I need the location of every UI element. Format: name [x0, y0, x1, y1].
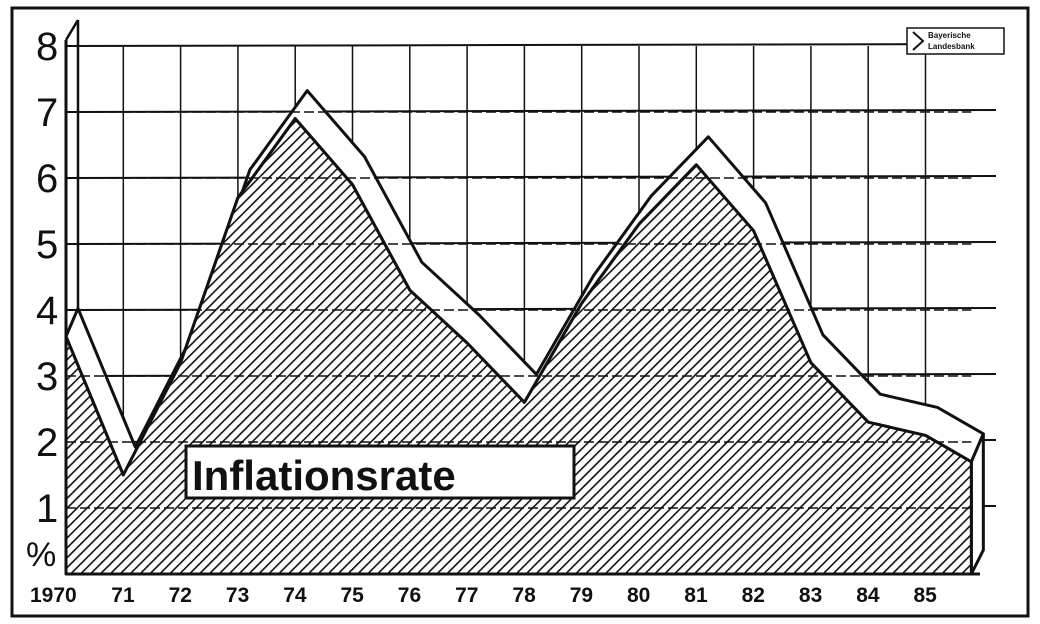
x-tick-label: 1970: [30, 584, 77, 607]
bank-logo-line2: Landesbank: [928, 42, 975, 51]
bank-logo: Bayerische Landesbank: [906, 27, 1005, 55]
y-tick-label: 2: [36, 421, 58, 465]
x-tick-label: 75: [341, 584, 365, 607]
area-side-face: [969, 433, 985, 575]
y-tick-label: 8: [36, 25, 58, 69]
y-tick-label: 6: [36, 157, 58, 201]
x-tick-label: 83: [799, 584, 822, 607]
x-tick-label: 81: [684, 584, 708, 607]
x-tick-label: 76: [398, 584, 421, 607]
chart-title: Inflationsrate: [192, 452, 456, 499]
y-tick-label: 5: [36, 223, 58, 267]
y-tick-label: 3: [36, 355, 58, 399]
x-tick-label: 79: [570, 584, 593, 607]
depth-edge-top: [64, 19, 80, 41]
x-tick-label: 77: [455, 584, 478, 607]
y-axis-unit: %: [26, 536, 56, 574]
x-tick-label: 72: [169, 584, 192, 607]
y-tick-labels: 1 2 3 4 5 6 7 8: [36, 25, 58, 531]
x-tick-label: 82: [742, 584, 765, 607]
chart-frame: [10, 6, 1030, 618]
bank-logo-icon: [912, 31, 925, 51]
bank-logo-line1: Bayerische: [928, 31, 971, 40]
x-tick-label: 84: [856, 584, 880, 607]
x-tick-label: 71: [111, 584, 135, 607]
x-tick-label: 78: [512, 584, 536, 607]
chart-title-box: Inflationsrate: [184, 444, 576, 500]
x-tick-label: 74: [283, 584, 307, 607]
x-tick-label: 73: [226, 584, 249, 607]
x-tick-labels: 1970 71 72 73 74 75 76 77 78 79 80 81 82 83 84 85: [30, 584, 937, 607]
x-tick-label: 85: [914, 584, 938, 607]
grid-line-h: [65, 43, 997, 47]
y-tick-label: 7: [36, 91, 58, 135]
x-tick-label: 80: [627, 584, 650, 607]
y-tick-label: 4: [36, 289, 58, 333]
y-tick-label: 1: [36, 487, 58, 531]
